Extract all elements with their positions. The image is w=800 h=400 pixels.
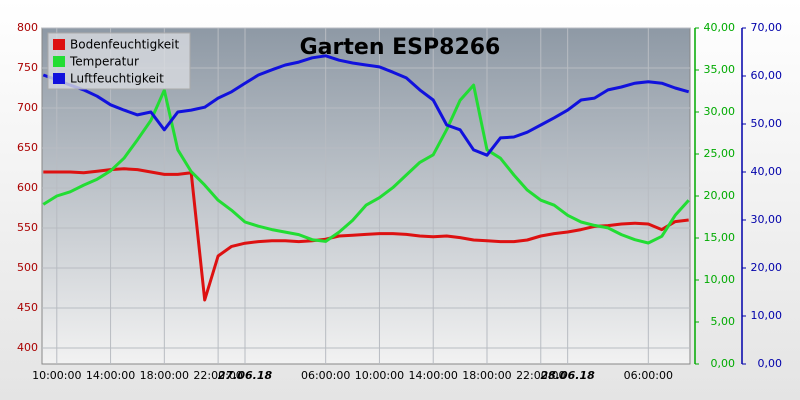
series-line bbox=[42, 54, 690, 157]
y-tick-label: 750 bbox=[17, 61, 38, 74]
x-tick-label: 18:00:00 bbox=[462, 369, 511, 382]
y-tick-label: 400 bbox=[17, 341, 38, 354]
legend-swatch bbox=[53, 73, 65, 84]
y-tick-label: 25,00 bbox=[704, 147, 736, 160]
y-tick-label: 30,00 bbox=[704, 105, 736, 118]
y-tick-label: 700 bbox=[17, 101, 38, 114]
y-tick-label: 60,00 bbox=[751, 69, 783, 82]
legend-label: Temperatur bbox=[69, 55, 139, 69]
y-tick-label: 0,00 bbox=[711, 357, 736, 370]
y-tick-label: 35,00 bbox=[704, 63, 736, 76]
x-tick-label: 27.06.18 bbox=[218, 369, 273, 382]
x-tick-label: 14:00:00 bbox=[86, 369, 135, 382]
y-tick-label: 650 bbox=[17, 141, 38, 154]
legend-label: Luftfeuchtigkeit bbox=[70, 72, 164, 86]
y-tick-label: 500 bbox=[17, 261, 38, 274]
y-tick-label: 30,00 bbox=[751, 213, 783, 226]
x-tick-label: 22:00:00 bbox=[193, 369, 242, 382]
x-tick-label: 06:00:00 bbox=[301, 369, 350, 382]
y-tick-label: 800 bbox=[17, 21, 38, 34]
x-tick-label: 14:00:00 bbox=[409, 369, 458, 382]
legend-label: Bodenfeuchtigkeit bbox=[70, 38, 179, 52]
x-tick-label: 06:00:00 bbox=[624, 369, 673, 382]
x-tick-label: 28.06.18 bbox=[541, 369, 596, 382]
x-tick-label: 10:00:00 bbox=[32, 369, 81, 382]
series-line bbox=[43, 167, 689, 302]
x-tick-label: 22:00:00 bbox=[516, 369, 565, 382]
y-tick-label: 550 bbox=[17, 221, 38, 234]
legend-swatch bbox=[53, 39, 65, 50]
chart-title: Garten ESP8266 bbox=[300, 35, 501, 60]
y-tick-label: 40,00 bbox=[704, 21, 736, 34]
y-tick-label: 40,00 bbox=[751, 165, 783, 178]
y-tick-label: 450 bbox=[17, 301, 38, 314]
y-tick-label: 20,00 bbox=[704, 189, 736, 202]
series-line bbox=[42, 83, 690, 245]
y-tick-label: 10,00 bbox=[751, 309, 783, 322]
y-tick-label: 5,00 bbox=[711, 315, 736, 328]
y-tick-label: 600 bbox=[17, 181, 38, 194]
legend-swatch bbox=[53, 56, 65, 67]
y-tick-label: 70,00 bbox=[751, 21, 783, 34]
legend-box bbox=[47, 32, 191, 90]
y-tick-label: 50,00 bbox=[751, 117, 783, 130]
x-tick-label: 10:00:00 bbox=[355, 369, 404, 382]
x-tick-label: 18:00:00 bbox=[140, 369, 189, 382]
y-tick-label: 15,00 bbox=[704, 231, 736, 244]
y-tick-label: 0,00 bbox=[758, 357, 783, 370]
y-tick-label: 10,00 bbox=[704, 273, 736, 286]
y-tick-label: 20,00 bbox=[751, 261, 783, 274]
